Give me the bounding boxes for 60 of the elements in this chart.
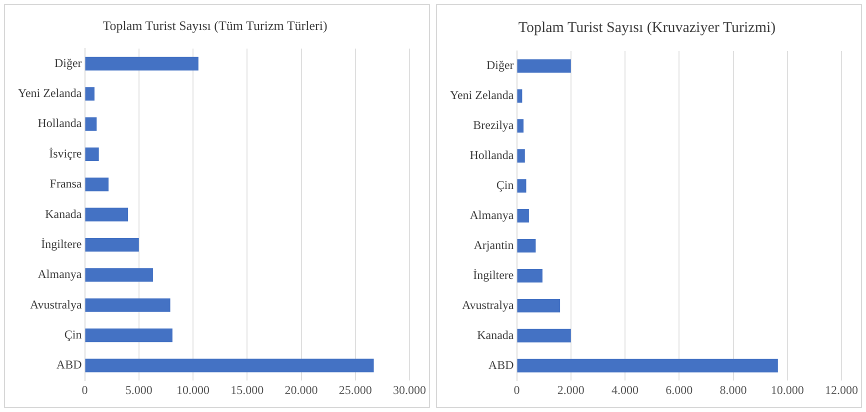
bar	[85, 238, 139, 252]
y-tick-label: ABD	[488, 358, 514, 372]
x-tick-label: 10.000	[176, 382, 210, 397]
bar	[85, 328, 172, 342]
bar	[85, 56, 198, 70]
y-tick-label: Almanya	[470, 208, 514, 222]
bar	[85, 147, 99, 162]
y-tick-label: Diğer	[54, 56, 82, 70]
chart-title: Toplam Turist Sayısı (Tüm Turizm Türleri)	[102, 18, 328, 34]
y-tick-label: Avustralya	[30, 297, 82, 312]
x-tick-label: 30.000	[393, 382, 426, 397]
y-tick-label: Çin	[64, 327, 82, 342]
x-tick-label: 12.000	[825, 382, 858, 397]
bar	[517, 298, 560, 312]
y-tick-label: Brezilya	[473, 118, 514, 132]
y-tick-label: Kanada	[477, 328, 514, 342]
y-tick-label: Kanada	[45, 206, 82, 221]
x-tick-label: 15.000	[230, 382, 264, 397]
bar	[517, 119, 524, 133]
x-tick-label: 2.000	[557, 382, 584, 397]
bar	[85, 208, 128, 222]
bar	[517, 328, 571, 342]
y-tick-label: Diğer	[486, 58, 514, 72]
bar	[517, 179, 526, 193]
y-tick-label: Hollanda	[38, 116, 82, 130]
bar	[517, 59, 571, 73]
x-tick-label: 0	[514, 382, 520, 397]
y-tick-label: Hollanda	[470, 148, 514, 162]
x-tick-label: 5.000	[125, 382, 152, 397]
bar	[85, 298, 170, 312]
x-tick-label: 0	[82, 382, 88, 397]
y-tick-label: Yeni Zelanda	[450, 88, 514, 102]
bar	[517, 358, 778, 372]
y-tick-label: Almanya	[38, 267, 82, 282]
bar	[85, 117, 97, 131]
chart-title: Toplam Turist Sayısı (Kruvaziyer Turizmi)	[518, 20, 776, 36]
y-tick-label: Yeni Zelanda	[18, 86, 82, 100]
bar	[85, 87, 95, 101]
y-tick-label: Fransa	[50, 176, 82, 191]
y-tick-label: Avustralya	[462, 298, 514, 312]
y-tick-label: İngiltere	[41, 236, 82, 251]
y-tick-label: İsviçre	[49, 146, 82, 160]
y-tick-label: Arjantin	[474, 238, 514, 252]
x-tick-label: 20.000	[284, 382, 318, 397]
bar	[517, 89, 522, 103]
y-tick-label: ABD	[56, 358, 82, 372]
bar	[85, 358, 374, 372]
x-tick-label: 8.000	[720, 382, 747, 397]
x-tick-label: 4.000	[612, 382, 639, 397]
y-tick-label: İngiltere	[473, 268, 514, 282]
bar	[517, 149, 525, 163]
x-tick-label: 6.000	[666, 382, 693, 397]
bar	[517, 209, 529, 223]
bar	[517, 239, 536, 253]
bar	[517, 268, 542, 282]
y-tick-label: Çin	[496, 178, 514, 192]
x-tick-label: 10.000	[770, 382, 804, 397]
bar	[85, 178, 109, 192]
bar	[85, 268, 153, 282]
x-tick-label: 25.000	[338, 382, 372, 397]
